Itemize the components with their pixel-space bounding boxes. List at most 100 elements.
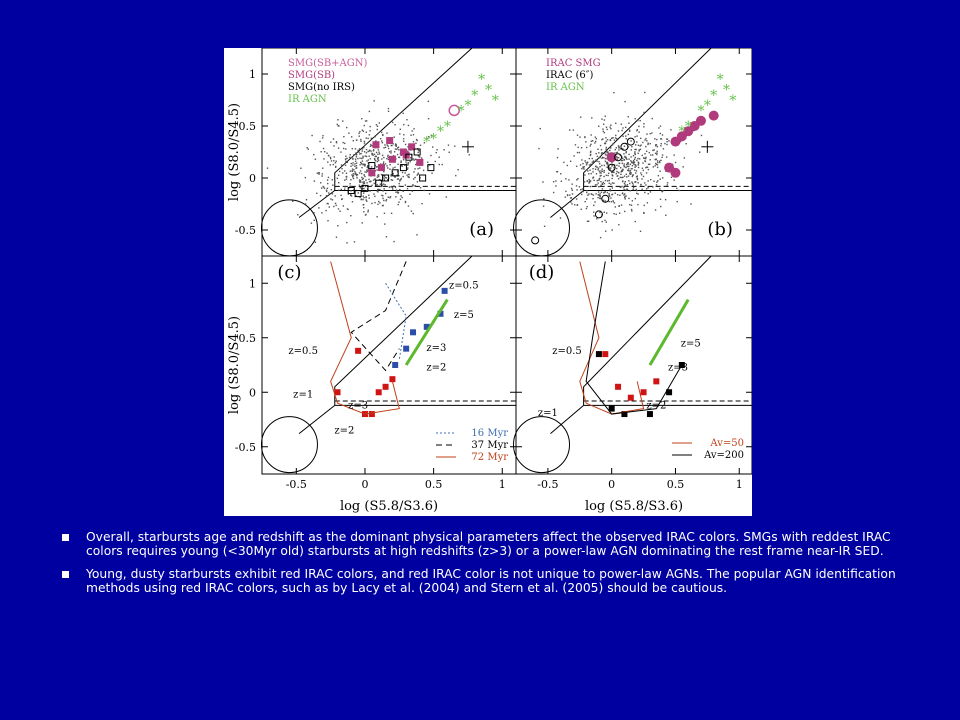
field-source-dot xyxy=(627,133,630,136)
field-source-dot xyxy=(379,163,382,165)
field-source-dot xyxy=(359,153,361,155)
field-source-dot xyxy=(390,174,392,176)
field-source-dot xyxy=(626,162,629,164)
field-source-dot xyxy=(607,163,609,166)
field-source-dot xyxy=(560,180,563,182)
field-source-dot xyxy=(359,187,362,189)
field-source-dot xyxy=(340,194,342,197)
field-source-dot xyxy=(666,143,668,146)
x-tick-label: 0 xyxy=(361,478,368,491)
field-source-dot xyxy=(608,195,611,197)
field-source-dot xyxy=(625,150,627,153)
field-source-dot xyxy=(673,179,675,181)
field-source-dot xyxy=(606,166,608,168)
field-source-dot xyxy=(569,194,571,196)
field-source-dot xyxy=(385,198,388,201)
field-source-dot xyxy=(322,147,325,150)
field-source-dot xyxy=(363,181,365,183)
model-track-16myr xyxy=(385,282,407,360)
field-source-dot xyxy=(630,149,633,151)
field-source-dot xyxy=(352,139,355,142)
ir-agn-point: * xyxy=(704,98,711,114)
field-source-dot xyxy=(376,176,379,178)
field-source-dot xyxy=(353,169,355,171)
field-source-dot xyxy=(576,204,579,206)
field-source-dot xyxy=(604,179,607,182)
field-source-dot xyxy=(583,166,585,168)
field-source-dot xyxy=(629,170,632,172)
redshift-annotation: z=3 xyxy=(348,401,368,412)
field-source-dot xyxy=(369,130,371,132)
field-source-dot xyxy=(571,203,573,205)
field-source-dot xyxy=(351,147,353,150)
agn-wedge-line xyxy=(583,255,712,406)
field-source-dot xyxy=(415,142,417,144)
field-source-dot xyxy=(599,193,601,195)
field-source-dot xyxy=(347,193,350,195)
field-source-dot xyxy=(316,172,319,174)
field-source-dot xyxy=(334,180,336,182)
field-source-dot xyxy=(601,164,603,167)
field-source-dot xyxy=(305,199,308,201)
field-source-dot xyxy=(400,195,402,197)
field-source-dot xyxy=(600,180,602,183)
field-source-dot xyxy=(603,119,606,121)
field-source-dot xyxy=(362,177,364,180)
field-source-dot xyxy=(634,181,636,183)
field-source-dot xyxy=(592,194,595,196)
field-source-dot xyxy=(636,177,639,180)
field-source-dot xyxy=(615,152,617,154)
red-squares-point xyxy=(640,389,647,396)
field-source-dot xyxy=(605,126,608,128)
field-source-dot xyxy=(403,134,405,136)
field-source-dot xyxy=(369,149,371,151)
field-source-dot xyxy=(327,203,329,205)
field-source-dot xyxy=(603,211,606,213)
field-source-dot xyxy=(587,220,590,222)
field-source-dot xyxy=(391,121,394,124)
field-source-dot xyxy=(621,185,623,188)
field-source-dot xyxy=(457,169,459,171)
field-source-dot xyxy=(631,164,634,167)
field-source-dot xyxy=(340,164,343,166)
field-source-dot xyxy=(610,171,613,174)
field-source-dot xyxy=(397,163,399,166)
field-source-dot xyxy=(377,153,379,156)
field-source-dot xyxy=(371,202,373,205)
field-source-dot xyxy=(354,171,356,173)
field-source-dot xyxy=(597,182,599,184)
field-source-dot xyxy=(387,147,390,150)
field-source-dot xyxy=(368,197,370,199)
field-source-dot xyxy=(387,196,389,198)
field-source-dot xyxy=(304,176,307,179)
field-source-dot xyxy=(585,161,587,164)
field-source-dot xyxy=(638,150,640,152)
field-source-dot xyxy=(337,174,340,176)
field-source-dot xyxy=(627,162,629,164)
y-tick-label: -0.5 xyxy=(235,224,256,237)
field-source-dot xyxy=(383,174,386,177)
field-source-dot xyxy=(377,191,379,193)
field-source-dot xyxy=(586,198,588,200)
field-source-dot xyxy=(566,164,568,167)
redshift-annotation: z=1 xyxy=(293,390,313,401)
field-source-dot xyxy=(617,175,619,177)
field-source-dot xyxy=(611,177,613,180)
field-source-dot xyxy=(661,190,664,193)
field-source-dot xyxy=(656,152,658,154)
field-source-dot xyxy=(347,208,349,211)
field-source-dot xyxy=(630,204,633,206)
field-source-dot xyxy=(325,195,328,197)
field-source-dot xyxy=(333,160,335,162)
legend-entry: 72 Myr xyxy=(471,452,508,463)
field-source-dot xyxy=(656,145,659,148)
field-source-dot xyxy=(327,154,330,157)
field-source-dot xyxy=(363,187,365,190)
field-source-dot xyxy=(388,151,391,153)
field-source-dot xyxy=(384,163,387,165)
field-source-dot xyxy=(411,130,413,132)
power-law-line xyxy=(404,298,449,366)
field-source-dot xyxy=(355,173,357,176)
field-source-dot xyxy=(618,149,620,151)
field-source-dot xyxy=(598,194,601,196)
